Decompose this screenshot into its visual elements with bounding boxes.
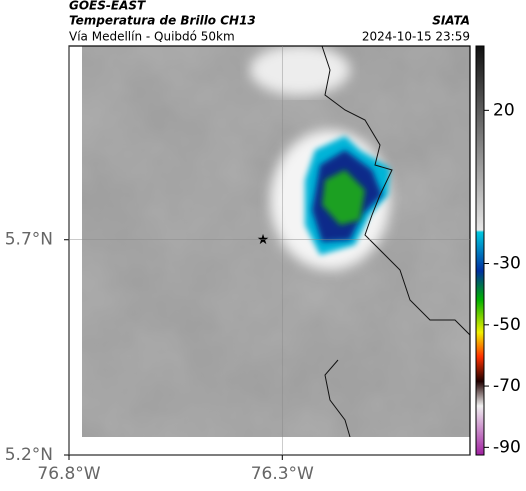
colorbar-tick-label: -90: [493, 437, 521, 457]
organization: SIATA: [432, 14, 470, 28]
colorbar-tick-label: -30: [493, 254, 521, 274]
colorbar-tick-label: -50: [493, 315, 521, 335]
lon-tick-label: 76.8°W: [37, 464, 100, 484]
lat-tick-label: 5.7°N: [5, 230, 53, 250]
colorbar-tick-label: 20: [493, 100, 515, 120]
map-image: [69, 46, 470, 455]
title-product: Temperatura de Brillo CH13: [69, 14, 256, 28]
colorbar-tick-label: -70: [493, 376, 521, 396]
lat-tick-label: 5.2°N: [5, 445, 53, 465]
colorbar: [475, 45, 485, 456]
title-source: GOES-EAST: [69, 0, 146, 13]
timestamp: 2024-10-15 23:59: [362, 30, 470, 44]
lon-tick-label: 76.3°W: [251, 464, 314, 484]
subtitle-route: Vía Medellín - Quibdó 50km: [69, 30, 235, 44]
